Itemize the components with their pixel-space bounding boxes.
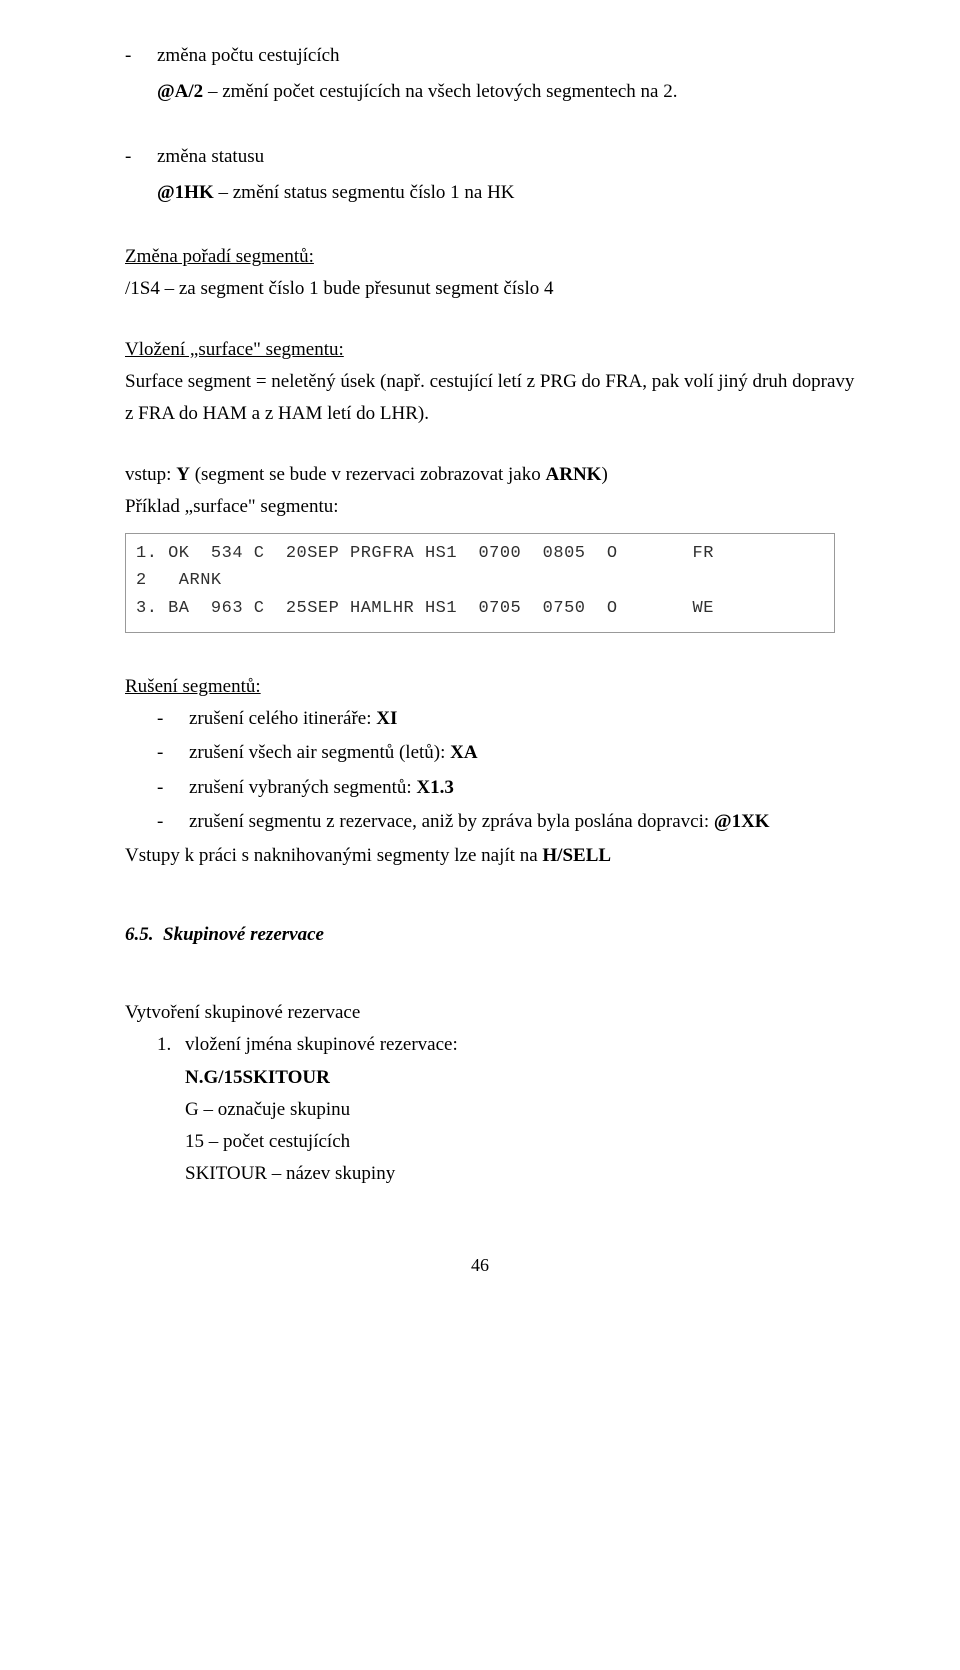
input-cmd: Y xyxy=(176,464,190,485)
line-15: 15 – počet cestujících xyxy=(185,1126,860,1158)
code-snippet-box: 1. OK 534 C 20SEP PRGFRA HS1 0700 0805 O… xyxy=(125,533,835,633)
example-label: Příklad „surface" segmentu: xyxy=(125,491,860,523)
command-line: @A/2 – změní počet cestujících na všech … xyxy=(157,76,860,108)
bullet-cancel-selected: - zrušení vybraných segmentů: X1.3 xyxy=(125,772,860,804)
cancel-text: zrušení všech air segmentů (letů): xyxy=(189,742,450,763)
cancel-text: zrušení segmentu z rezervace, aniž by zp… xyxy=(189,811,714,832)
command-code: @1HK xyxy=(157,182,214,203)
bullet-text: změna statusu xyxy=(157,141,860,173)
heading-text: Vložení „surface" segmentu: xyxy=(125,339,344,360)
input-rest: (segment se bude v rezervaci zobrazovat … xyxy=(190,464,546,485)
bullet-content: zrušení všech air segmentů (letů): XA xyxy=(189,737,860,769)
input-prefix: vstup: xyxy=(125,464,176,485)
dash-icon: - xyxy=(157,703,189,735)
reorder-line: /1S4 – za segment číslo 1 bude přesunut … xyxy=(125,273,860,305)
bullet-text: změna počtu cestujících xyxy=(157,40,860,72)
dash-icon: - xyxy=(125,40,157,72)
bullet-cancel-no-message: - zrušení segmentu z rezervace, aniž by … xyxy=(125,806,860,838)
heading-surface-insert: Vložení „surface" segmentu: xyxy=(125,334,860,366)
snippet-line-1: 1. OK 534 C 20SEP PRGFRA HS1 0700 0805 O… xyxy=(136,540,824,567)
step-content: vložení jména skupinové rezervace: N.G/1… xyxy=(185,1029,860,1190)
bullet-change-passenger-count: - změna počtu cestujících xyxy=(125,40,860,72)
command-code: @A/2 xyxy=(157,81,203,102)
heading-text: Rušení segmentů: xyxy=(125,676,261,697)
cancel-cmd: @1XK xyxy=(714,811,770,832)
heading-text: Změna pořadí segmentů: xyxy=(125,246,314,267)
input-tail: ) xyxy=(601,464,607,485)
page-number: 46 xyxy=(0,1231,960,1296)
bullet-cancel-air: - zrušení všech air segmentů (letů): XA xyxy=(125,737,860,769)
cancel-cmd: XA xyxy=(450,742,477,763)
heading-reorder-segments: Změna pořadí segmentů: xyxy=(125,241,860,273)
step-text: vložení jména skupinové rezervace: xyxy=(185,1029,860,1061)
dash-icon: - xyxy=(157,772,189,804)
line-skitour: SKITOUR – název skupiny xyxy=(185,1158,860,1190)
bullet-change-status: - změna statusu xyxy=(125,141,860,173)
footer-cmd: H/SELL xyxy=(542,845,611,866)
dash-icon: - xyxy=(125,141,157,173)
heading-cancel-segments: Rušení segmentů: xyxy=(125,671,860,703)
section-title: Skupinové rezervace xyxy=(163,924,324,945)
cancel-cmd: XI xyxy=(376,708,397,729)
line-g: G – označuje skupinu xyxy=(185,1094,860,1126)
section-number: 6.5. xyxy=(125,924,154,945)
cancel-text: zrušení celého itineráře: xyxy=(189,708,376,729)
cancel-cmd: X1.3 xyxy=(416,777,453,798)
command-desc: – změní status segmentu číslo 1 na HK xyxy=(214,182,515,203)
group-cmd: N.G/15SKITOUR xyxy=(185,1067,330,1088)
snippet-line-3: 3. BA 963 C 25SEP HAMLHR HS1 0705 0750 O… xyxy=(136,595,824,622)
cancel-footer: Vstupy k práci s naknihovanými segmenty … xyxy=(125,840,860,872)
bullet-content: zrušení vybraných segmentů: X1.3 xyxy=(189,772,860,804)
snippet-line-2: 2 ARNK xyxy=(136,567,824,594)
document-page: - změna počtu cestujících @A/2 – změní p… xyxy=(0,0,960,1231)
dash-icon: - xyxy=(157,806,189,838)
surface-body: Surface segment = neletěný úsek (např. c… xyxy=(125,366,860,431)
group-res-heading: Vytvoření skupinové rezervace xyxy=(125,997,860,1029)
command-line: @1HK – změní status segmentu číslo 1 na … xyxy=(157,177,860,209)
dash-icon: - xyxy=(157,737,189,769)
input-line: vstup: Y (segment se bude v rezervaci zo… xyxy=(125,459,860,491)
group-res-step-1: 1. vložení jména skupinové rezervace: N.… xyxy=(157,1029,860,1190)
list-number: 1. xyxy=(157,1029,185,1190)
cancel-text: zrušení vybraných segmentů: xyxy=(189,777,416,798)
bullet-content: zrušení segmentu z rezervace, aniž by zp… xyxy=(189,806,860,838)
arnk-label: ARNK xyxy=(546,464,602,485)
footer-pre: Vstupy k práci s naknihovanými segmenty … xyxy=(125,845,542,866)
bullet-cancel-itinerary: - zrušení celého itineráře: XI xyxy=(125,703,860,735)
command-desc: – změní počet cestujících na všech letov… xyxy=(203,81,677,102)
section-6-5-heading: 6.5. Skupinové rezervace xyxy=(125,919,860,951)
bullet-content: zrušení celého itineráře: XI xyxy=(189,703,860,735)
